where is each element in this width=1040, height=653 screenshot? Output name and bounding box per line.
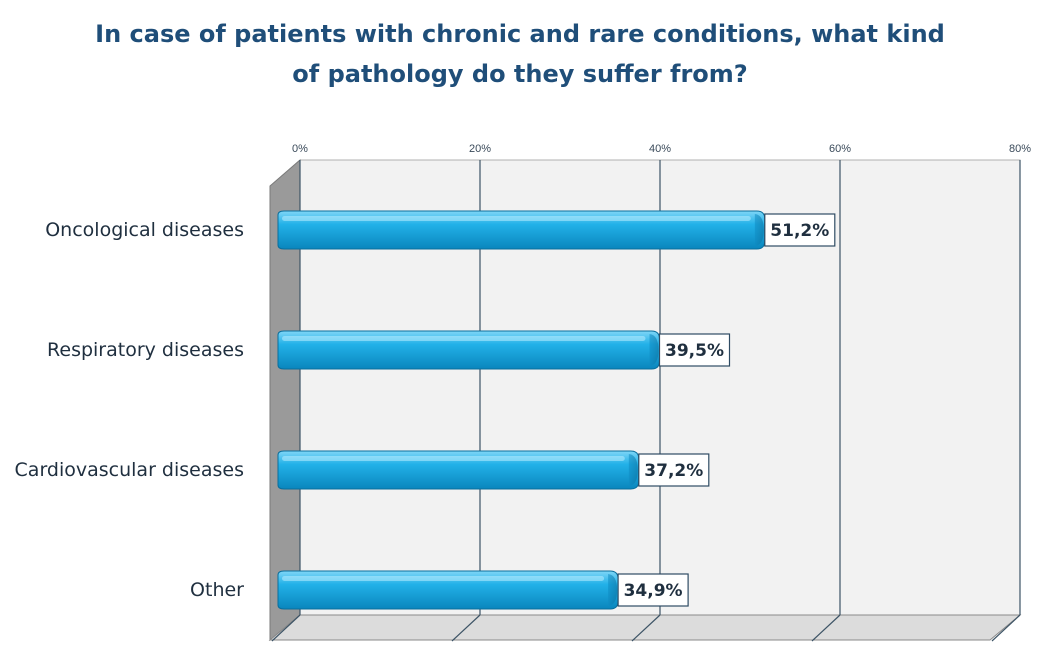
bars: Oncological diseases 51,2% Respiratory dis…	[15, 210, 836, 610]
chart-title-line-2: of pathology do they suffer from?	[292, 60, 748, 88]
floor-gridline	[811, 614, 841, 642]
bar-end-cap	[628, 454, 638, 486]
data-label: 39,5%	[665, 341, 724, 361]
category-label: Respiratory diseases	[47, 339, 244, 361]
bar-end-cap	[608, 574, 618, 606]
floor-gridline	[451, 614, 481, 642]
bar-group: Oncological diseases 51,2%	[45, 210, 836, 250]
data-label: 37,2%	[644, 461, 703, 481]
data-label: 34,9%	[624, 581, 683, 601]
bar-end-cap	[649, 334, 659, 366]
x-tick-label: 0%	[292, 143, 308, 155]
floor-gridline	[631, 614, 661, 642]
x-tick-label: 80%	[1009, 143, 1031, 155]
data-label-box	[658, 333, 731, 367]
bar-group: Respiratory diseases 39,5%	[47, 330, 731, 370]
x-tick-label: 60%	[829, 143, 851, 155]
bar-highlight	[282, 456, 625, 461]
bar-group: Other 34,9%	[190, 570, 689, 610]
chart-title-line-1: In case of patients with chronic and rar…	[95, 20, 945, 48]
x-tick-label: 20%	[469, 143, 491, 155]
data-label-box	[638, 453, 710, 487]
x-tick-label: 40%	[649, 143, 671, 155]
floor-gridline	[271, 614, 301, 642]
chart-title: In case of patients with chronic and rar…	[0, 14, 1040, 94]
bar-highlight	[282, 336, 646, 341]
x-axis-ticks: 0% 20% 40% 60% 80%	[292, 143, 1031, 155]
data-label: 51,2%	[770, 221, 829, 241]
category-label: Oncological diseases	[45, 219, 244, 241]
category-label: Cardiovascular diseases	[15, 459, 244, 481]
bar-highlight	[282, 216, 751, 221]
bar-highlight	[282, 576, 605, 581]
bar-end-cap	[754, 214, 764, 246]
data-label-box	[617, 573, 689, 607]
plot-floor	[268, 614, 1022, 641]
data-label-box	[764, 213, 836, 247]
bar-group: Cardiovascular diseases 37,2%	[15, 450, 710, 490]
category-label: Other	[190, 579, 244, 601]
floor-gridline	[991, 614, 1021, 642]
